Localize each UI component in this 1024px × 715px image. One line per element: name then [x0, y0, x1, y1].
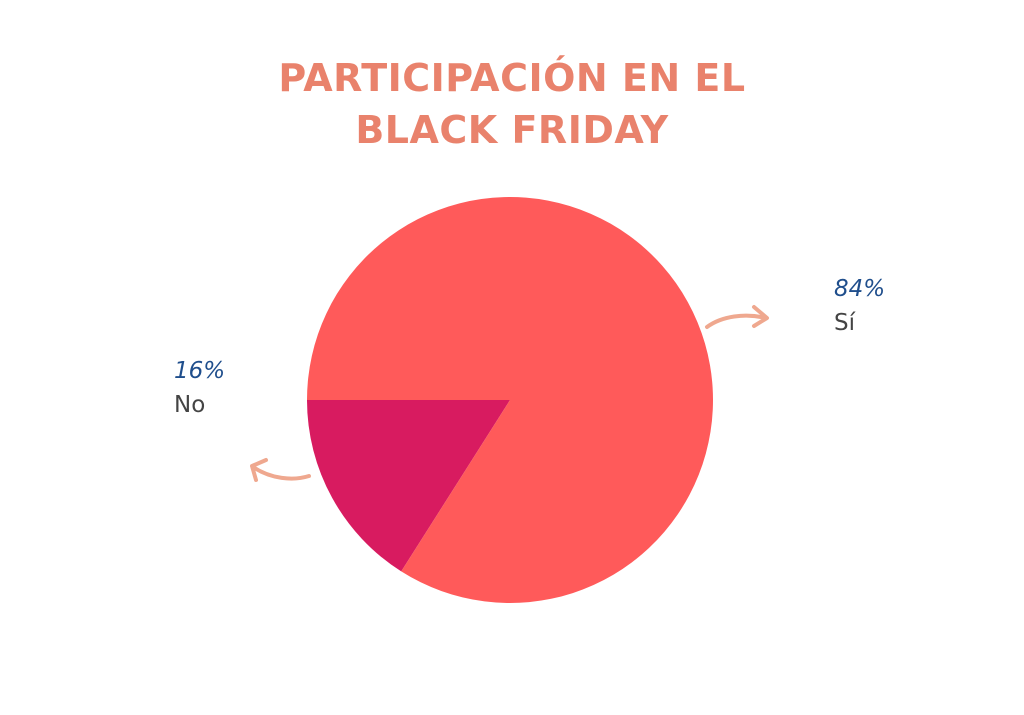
pie-slice-no	[307, 400, 510, 572]
chart-title-line-1: PARTICIPACIÓN EN EL	[278, 56, 746, 100]
slice-percent-no: 16%	[174, 358, 226, 384]
slice-label-si: 84% Sí	[834, 272, 885, 340]
chart-title-line-2: BLACK FRIDAY	[355, 108, 669, 152]
arrow-si-icon	[705, 313, 768, 329]
slice-label-no: 16% No	[174, 354, 225, 422]
chart-title: PARTICIPACIÓN EN EL BLACK FRIDAY	[0, 52, 1024, 156]
arrow-no-icon	[251, 465, 311, 481]
slice-category-si: Sí	[834, 310, 855, 336]
arrow-si-head-icon	[752, 305, 769, 328]
pie-slices	[307, 196, 714, 603]
pie-slice-si	[307, 196, 714, 603]
slice-percent-si: 84%	[834, 276, 886, 302]
arrow-no-head-icon	[250, 458, 268, 482]
slice-category-no: No	[174, 392, 206, 418]
